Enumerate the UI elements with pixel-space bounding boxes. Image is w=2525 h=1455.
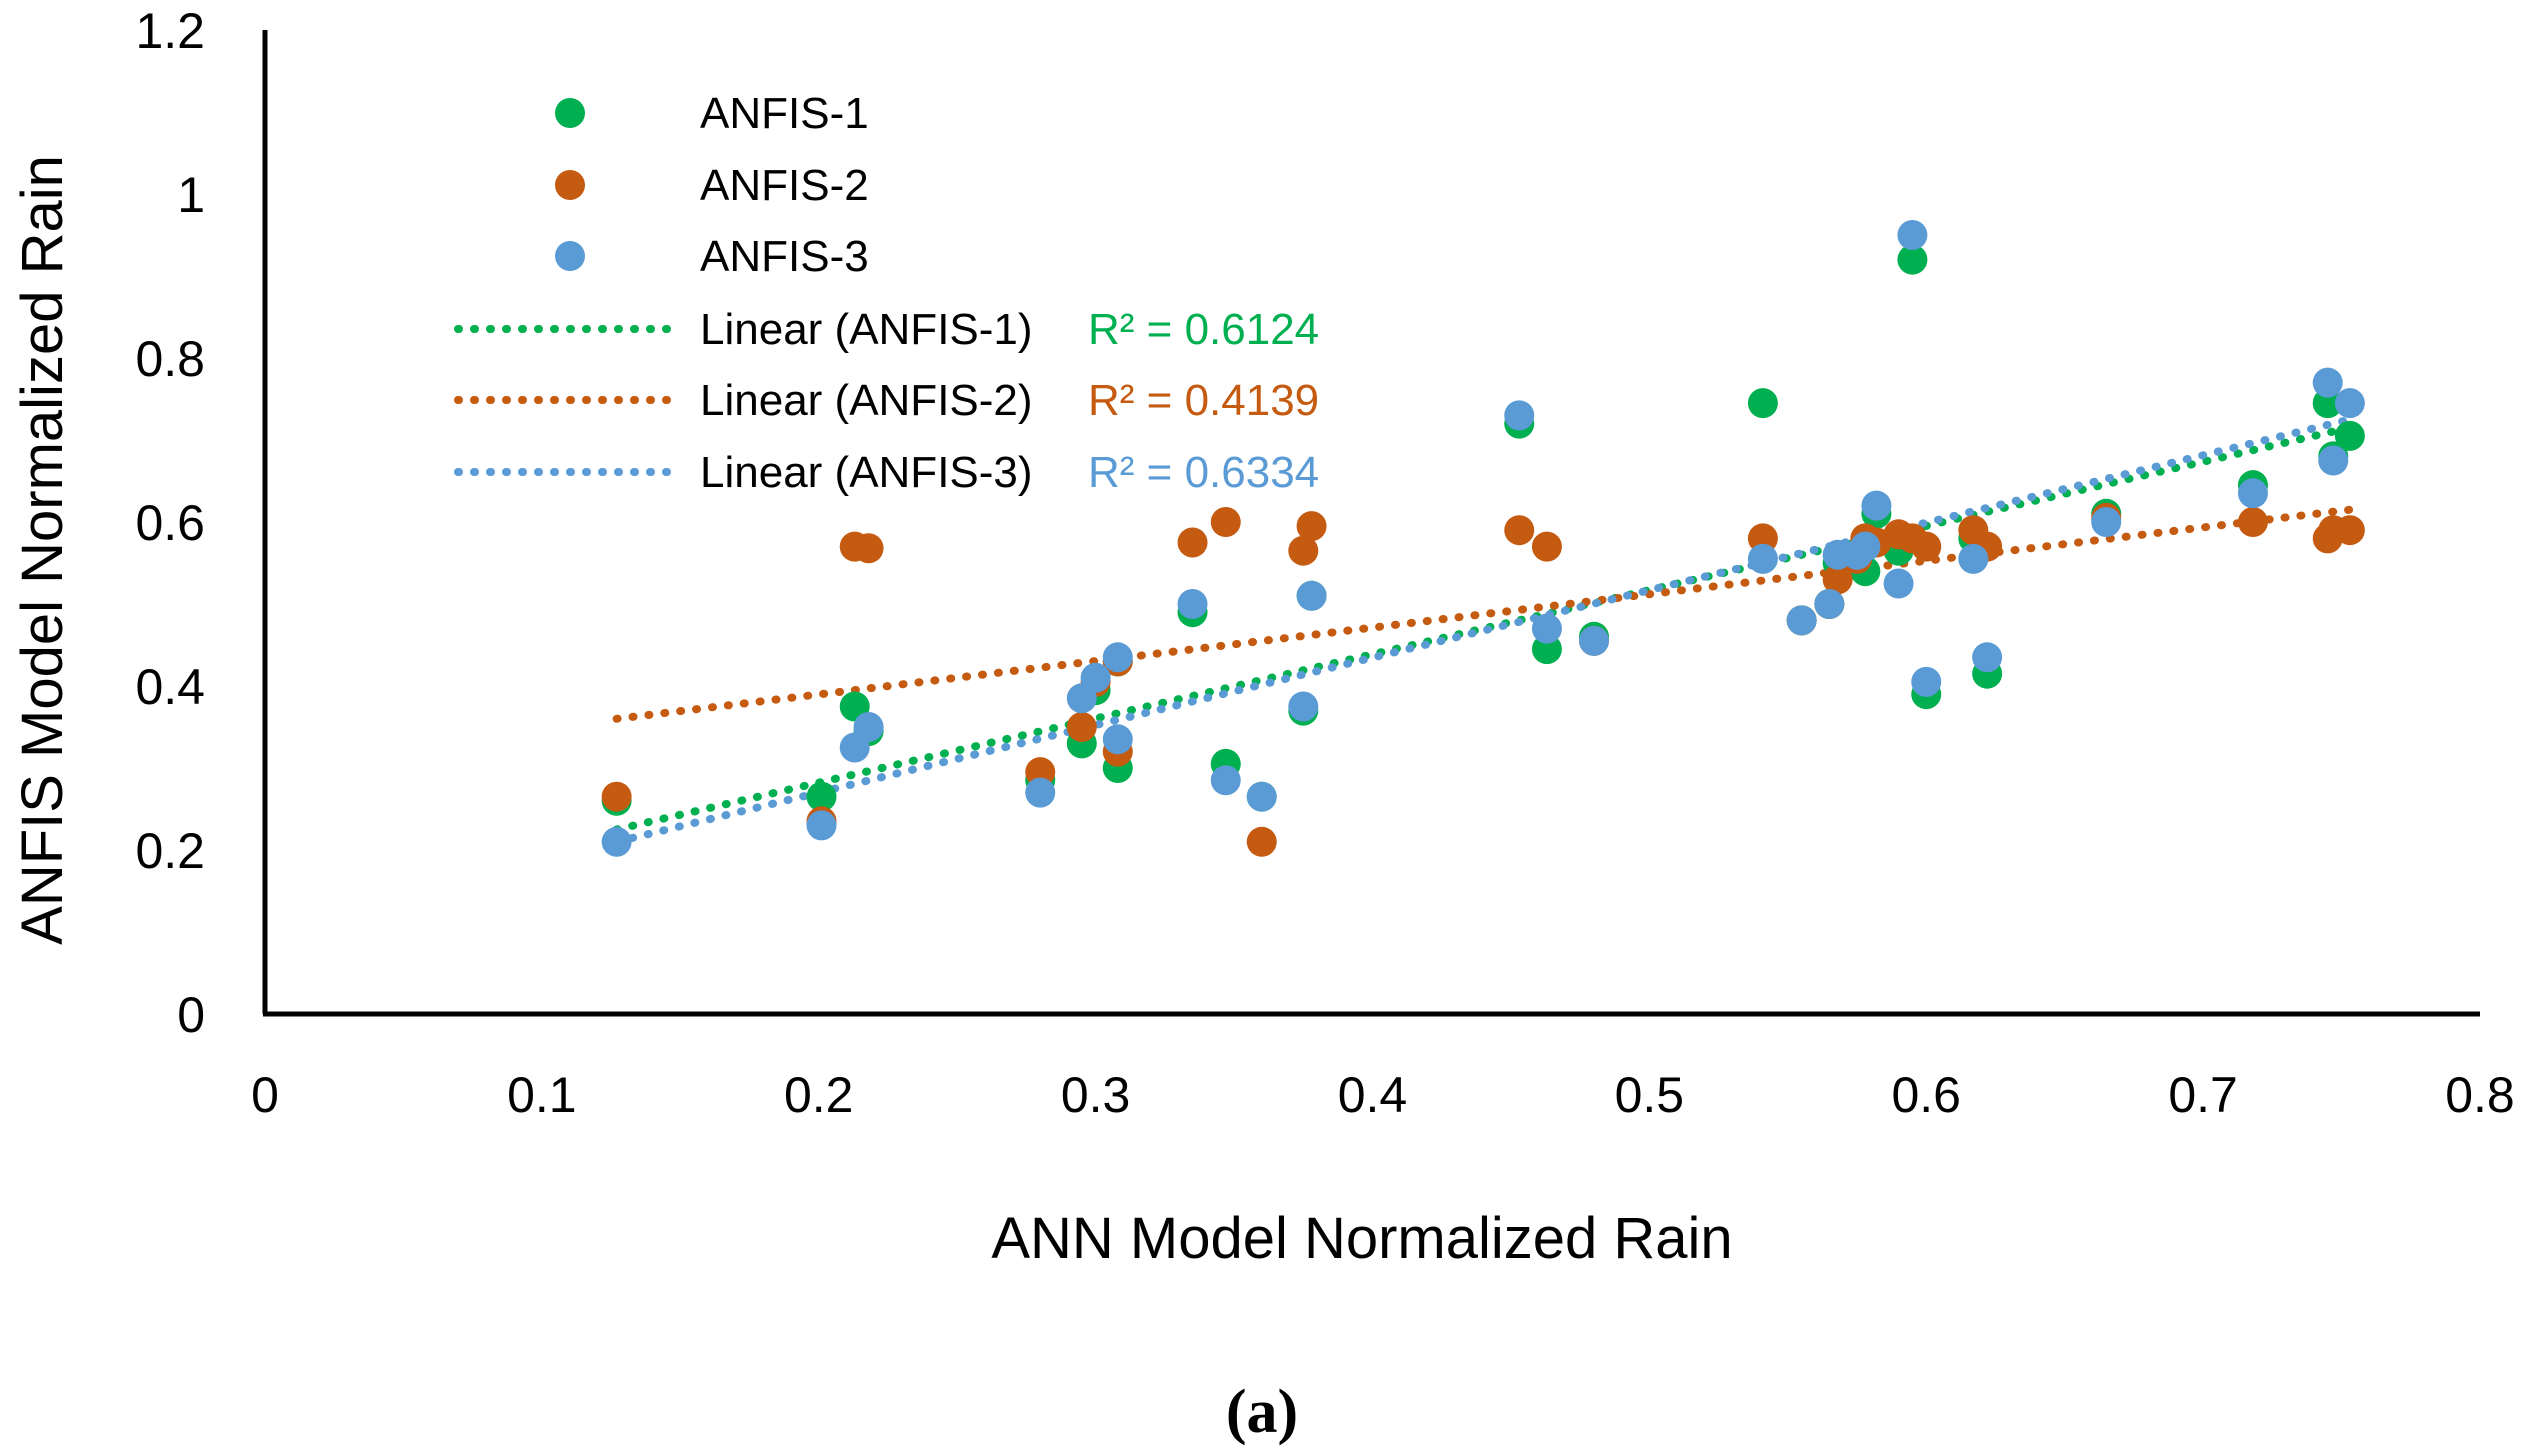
data-point-series-3 <box>2237 478 2268 509</box>
x-tick-label: 0.2 <box>784 1067 854 1123</box>
data-point-series-2 <box>1822 564 1853 595</box>
data-point-series-1 <box>1897 244 1928 275</box>
r2-anfis-1: R² = 0.6124 <box>1088 305 1319 354</box>
data-point-series-3 <box>1958 543 1989 574</box>
data-point-series-3 <box>601 826 632 857</box>
data-points <box>601 220 2365 857</box>
data-point-series-3 <box>1747 543 1778 574</box>
y-tick-label: 0.8 <box>135 331 205 387</box>
x-tick-label: 0 <box>251 1067 279 1123</box>
data-point-series-3 <box>1246 781 1277 812</box>
data-point-series-3 <box>2334 388 2365 419</box>
data-point-series-2 <box>1210 507 1241 537</box>
data-point-series-2 <box>1246 826 1277 857</box>
data-point-series-2 <box>1911 531 1942 562</box>
x-tick-label: 0.3 <box>1061 1067 1131 1123</box>
x-tick-label: 0.1 <box>507 1067 577 1123</box>
data-point-series-2 <box>853 533 884 564</box>
data-point-series-2 <box>601 781 632 812</box>
legend-label-anfis-2: ANFIS-2 <box>700 161 869 210</box>
data-point-series-2 <box>1504 515 1535 546</box>
data-point-series-3 <box>1080 662 1111 693</box>
y-axis-title: ANFIS Model Normalized Rain <box>10 155 75 945</box>
data-point-series-2 <box>2237 507 2268 537</box>
legend-label-anfis-1: ANFIS-1 <box>700 89 869 138</box>
data-point-series-3 <box>806 810 837 841</box>
legend-marker-anfis-3 <box>555 241 585 271</box>
data-point-series-1 <box>1747 388 1778 419</box>
y-tick-labels: 0 0.2 0.4 0.6 0.8 1 1.2 <box>135 3 205 1043</box>
data-point-series-3 <box>1897 220 1928 250</box>
data-point-series-3 <box>1504 400 1535 431</box>
data-point-series-3 <box>1861 490 1892 521</box>
trendline-3 <box>612 415 2354 846</box>
y-tick-label: 0.2 <box>135 823 205 879</box>
y-tick-label: 1.2 <box>135 3 205 59</box>
x-tick-label: 0.4 <box>1338 1067 1408 1123</box>
x-axis-title: ANN Model Normalized Rain <box>991 1206 1732 1271</box>
data-point-series-3 <box>1883 568 1914 599</box>
y-tick-label: 1 <box>177 167 205 223</box>
legend: ANFIS-1 ANFIS-2 ANFIS-3 Linear (ANFIS-1)… <box>454 89 1319 497</box>
data-point-series-2 <box>1066 712 1097 742</box>
trendline-2 <box>612 505 2354 723</box>
legend-marker-anfis-1 <box>555 98 585 128</box>
data-point-series-2 <box>2334 515 2365 546</box>
data-point-series-3 <box>1296 580 1327 611</box>
data-point-series-3 <box>1102 724 1133 755</box>
data-point-series-1 <box>1531 634 1562 665</box>
x-tick-label: 0.8 <box>2445 1067 2515 1123</box>
figure-caption: (a) <box>1226 1378 1298 1446</box>
y-tick-label: 0 <box>177 987 205 1043</box>
trendlines <box>612 415 2354 846</box>
data-point-series-2 <box>1747 523 1778 554</box>
data-point-series-3 <box>1177 589 1208 619</box>
data-point-series-3 <box>2091 507 2122 537</box>
data-point-series-3 <box>1972 642 2003 673</box>
data-point-series-1 <box>2334 420 2365 451</box>
y-tick-label: 0.4 <box>135 659 205 715</box>
data-point-series-3 <box>853 712 884 742</box>
legend-label-linear-anfis-2: Linear (ANFIS-2) <box>700 376 1033 425</box>
data-point-series-3 <box>1579 625 1609 656</box>
data-point-series-3 <box>1288 691 1319 722</box>
data-point-series-2 <box>1296 511 1327 542</box>
x-tick-label: 0.7 <box>2168 1067 2238 1123</box>
data-point-series-2 <box>1177 527 1208 558</box>
data-point-series-3 <box>2318 445 2349 476</box>
r2-anfis-2: R² = 0.4139 <box>1088 376 1319 425</box>
data-point-series-3 <box>2312 367 2343 398</box>
data-point-series-3 <box>1102 642 1133 673</box>
legend-label-linear-anfis-1: Linear (ANFIS-1) <box>700 305 1033 354</box>
r2-anfis-3: R² = 0.6334 <box>1088 448 1319 497</box>
data-point-series-3 <box>1786 605 1817 636</box>
data-point-series-3 <box>1531 613 1562 644</box>
legend-label-linear-anfis-3: Linear (ANFIS-3) <box>700 448 1033 497</box>
data-point-series-2 <box>1288 535 1319 566</box>
data-point-series-3 <box>1850 531 1881 562</box>
legend-label-anfis-3: ANFIS-3 <box>700 232 869 281</box>
data-point-series-3 <box>1025 777 1056 808</box>
data-point-series-1 <box>806 781 837 812</box>
data-point-series-2 <box>1025 757 1056 788</box>
x-tick-labels: 0 0.1 0.2 0.3 0.4 0.5 0.6 0.7 0.8 <box>251 1067 2515 1123</box>
data-point-series-3 <box>1814 589 1845 619</box>
x-tick-label: 0.6 <box>1891 1067 1961 1123</box>
data-point-series-3 <box>1911 666 1942 697</box>
legend-marker-anfis-2 <box>555 170 585 200</box>
y-tick-label: 0.6 <box>135 495 205 551</box>
data-point-series-3 <box>1210 765 1241 796</box>
data-point-series-2 <box>1531 531 1562 562</box>
data-point-series-1 <box>2312 388 2343 419</box>
x-tick-label: 0.5 <box>1615 1067 1685 1123</box>
